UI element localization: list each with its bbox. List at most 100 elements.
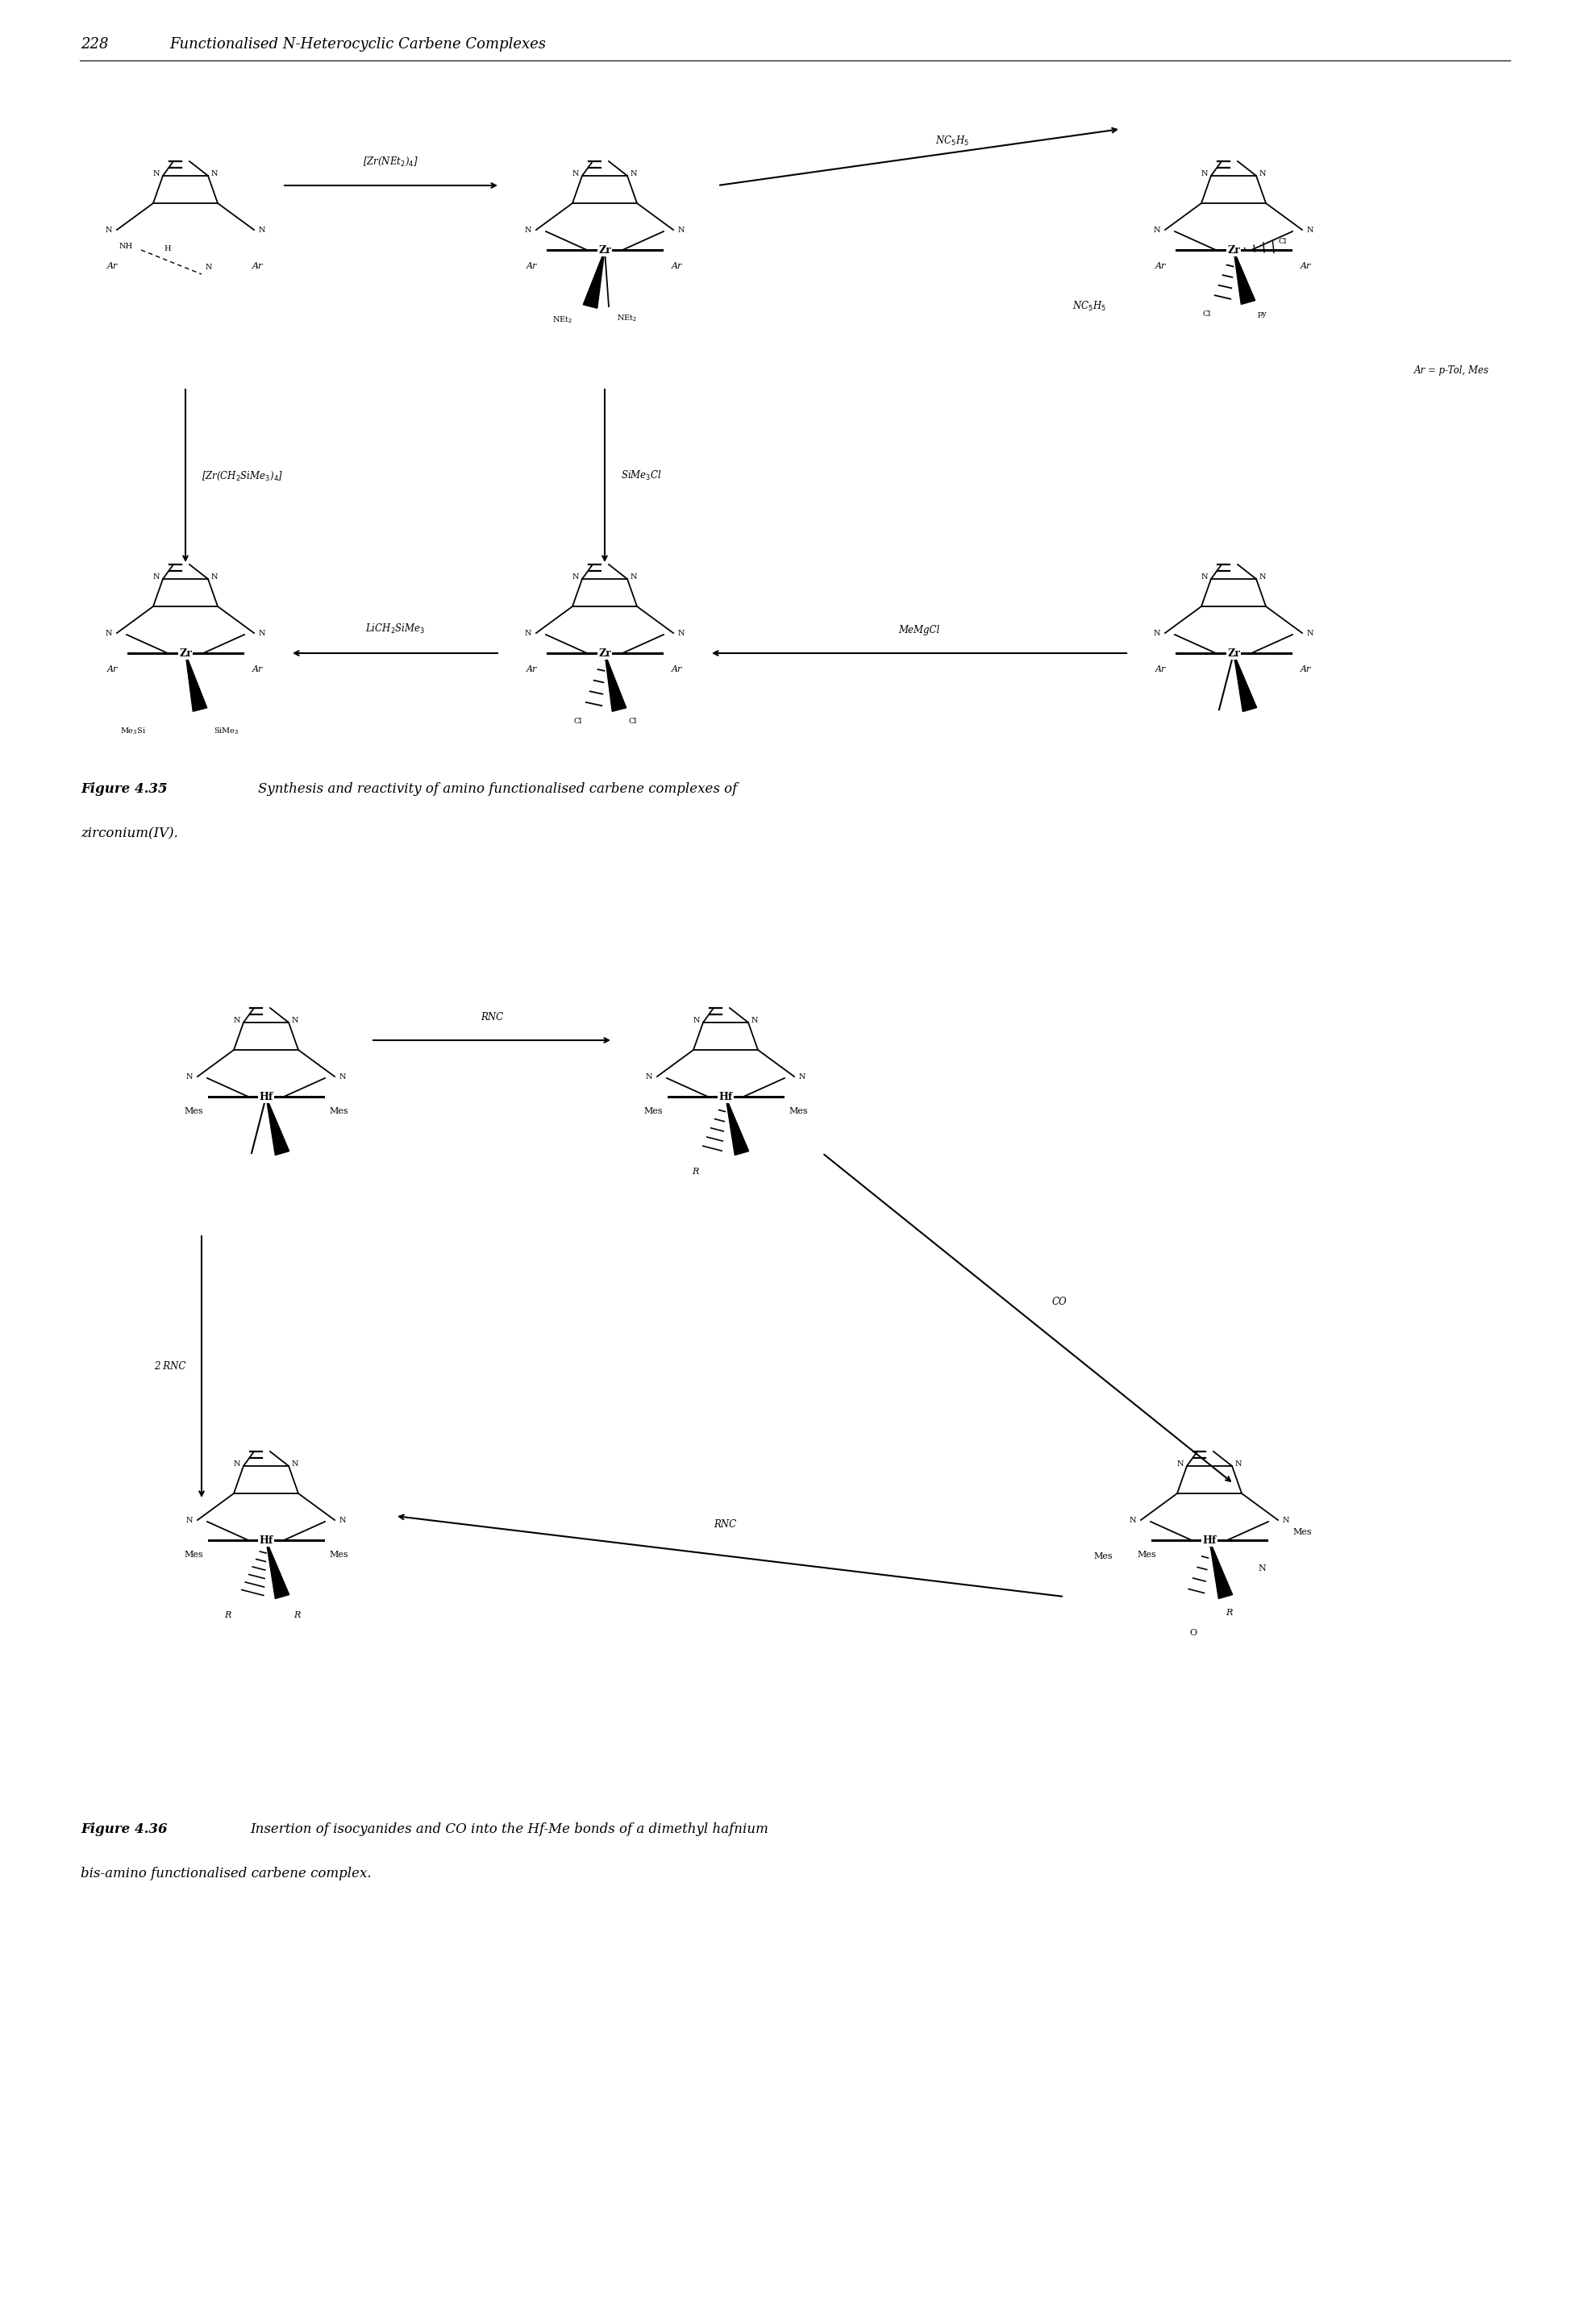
Text: Ar: Ar [673, 665, 682, 674]
Text: Cl: Cl [574, 718, 582, 725]
Text: RNC: RNC [714, 1520, 736, 1529]
Text: N: N [1177, 1462, 1183, 1469]
Text: LiCH$_2$SiMe$_3$: LiCH$_2$SiMe$_3$ [366, 623, 425, 634]
Text: N: N [677, 225, 685, 232]
Polygon shape [1210, 1541, 1232, 1599]
Text: Insertion of isocyanides and CO into the Hf-Me bonds of a dimethyl hafnium: Insertion of isocyanides and CO into the… [250, 1822, 768, 1836]
Text: Hf: Hf [719, 1092, 733, 1102]
Text: Zr: Zr [1227, 648, 1240, 658]
Text: N: N [1307, 225, 1313, 232]
Text: N: N [1235, 1462, 1242, 1469]
Text: Hf: Hf [1202, 1534, 1216, 1545]
Text: Mes: Mes [329, 1550, 348, 1559]
Text: N: N [259, 630, 266, 637]
Text: Mes: Mes [1094, 1552, 1113, 1559]
Text: N: N [1307, 630, 1313, 637]
Text: N: N [186, 1074, 192, 1081]
Text: NC$_5$H$_5$: NC$_5$H$_5$ [935, 135, 970, 149]
Text: N: N [211, 574, 218, 581]
Text: MeMgCl: MeMgCl [898, 625, 940, 634]
Polygon shape [186, 653, 207, 711]
Text: NEt$_2$: NEt$_2$ [552, 314, 572, 325]
Text: N: N [1259, 574, 1266, 581]
Text: Mes: Mes [184, 1550, 204, 1559]
Text: SiMe$_3$: SiMe$_3$ [213, 725, 238, 737]
Text: N: N [105, 225, 111, 232]
Text: Cl: Cl [630, 718, 638, 725]
Polygon shape [266, 1097, 289, 1155]
Text: Hf: Hf [259, 1092, 273, 1102]
Text: 228: 228 [81, 37, 108, 51]
Text: R: R [293, 1611, 301, 1620]
Text: Zr: Zr [598, 244, 611, 256]
Text: Cl: Cl [1278, 239, 1286, 246]
Text: [Zr(NEt$_2$)$_4$]: [Zr(NEt$_2$)$_4$] [363, 156, 418, 167]
Text: Figure 4.35: Figure 4.35 [81, 783, 167, 795]
Text: N: N [525, 225, 531, 232]
Text: Functionalised N-Heterocyclic Carbene Complexes: Functionalised N-Heterocyclic Carbene Co… [169, 37, 545, 51]
Text: 2 RNC: 2 RNC [154, 1362, 186, 1371]
Text: Ar: Ar [1156, 665, 1167, 674]
Text: Ar: Ar [1156, 263, 1167, 270]
Text: Ar: Ar [1301, 665, 1312, 674]
Text: N: N [1200, 170, 1208, 179]
Text: R: R [224, 1611, 231, 1620]
Text: py: py [1258, 311, 1267, 318]
Text: Zr: Zr [1227, 244, 1240, 256]
Text: N: N [1283, 1515, 1289, 1525]
Text: N: N [259, 225, 266, 232]
Text: Zr: Zr [598, 648, 611, 658]
Text: Ar: Ar [1301, 263, 1312, 270]
Text: Mes: Mes [329, 1106, 348, 1116]
Text: N: N [186, 1515, 192, 1525]
Text: zirconium(IV).: zirconium(IV). [81, 827, 178, 841]
Text: N: N [339, 1074, 347, 1081]
Text: Ar: Ar [108, 263, 118, 270]
Text: NH: NH [119, 242, 134, 249]
Text: N: N [800, 1074, 806, 1081]
Text: N: N [234, 1462, 240, 1469]
Text: Ar: Ar [673, 263, 682, 270]
Text: N: N [525, 630, 531, 637]
Text: N: N [1259, 170, 1266, 179]
Text: R: R [1226, 1608, 1232, 1618]
Text: N: N [572, 574, 579, 581]
Text: N: N [293, 1018, 299, 1025]
Text: NC$_5$H$_5$: NC$_5$H$_5$ [1072, 300, 1107, 314]
Text: Ar: Ar [253, 263, 264, 270]
Text: N: N [1153, 225, 1161, 232]
Text: Mes: Mes [644, 1106, 663, 1116]
Text: N: N [153, 574, 159, 581]
Text: N: N [1200, 574, 1208, 581]
Text: N: N [631, 574, 638, 581]
Text: SiMe$_3$Cl: SiMe$_3$Cl [620, 469, 661, 483]
Text: N: N [339, 1515, 347, 1525]
Text: N: N [205, 265, 213, 272]
Text: NEt$_2$: NEt$_2$ [617, 314, 638, 323]
Text: N: N [293, 1462, 299, 1469]
Text: Hf: Hf [259, 1534, 273, 1545]
Text: [Zr(CH$_2$SiMe$_3$)$_4$]: [Zr(CH$_2$SiMe$_3$)$_4$] [202, 469, 283, 481]
Text: N: N [752, 1018, 758, 1025]
Polygon shape [1234, 251, 1255, 304]
Text: CO: CO [1053, 1297, 1067, 1308]
Text: Ar: Ar [526, 263, 537, 270]
Text: Zr: Zr [180, 648, 192, 658]
Text: Ar: Ar [253, 665, 264, 674]
Text: N: N [1258, 1564, 1266, 1573]
Text: Ar: Ar [108, 665, 118, 674]
Polygon shape [604, 653, 626, 711]
Text: Mes: Mes [1293, 1529, 1312, 1536]
Text: O: O [1189, 1629, 1197, 1636]
Text: Cl: Cl [1202, 311, 1212, 318]
Text: N: N [693, 1018, 700, 1025]
Polygon shape [1234, 653, 1256, 711]
Text: N: N [1129, 1515, 1137, 1525]
Text: N: N [1153, 630, 1161, 637]
Text: Ar = p-Tol, Mes: Ar = p-Tol, Mes [1414, 365, 1488, 376]
Text: Mes: Mes [789, 1106, 808, 1116]
Text: RNC: RNC [480, 1011, 502, 1023]
Text: N: N [153, 170, 159, 179]
Text: N: N [234, 1018, 240, 1025]
Text: N: N [572, 170, 579, 179]
